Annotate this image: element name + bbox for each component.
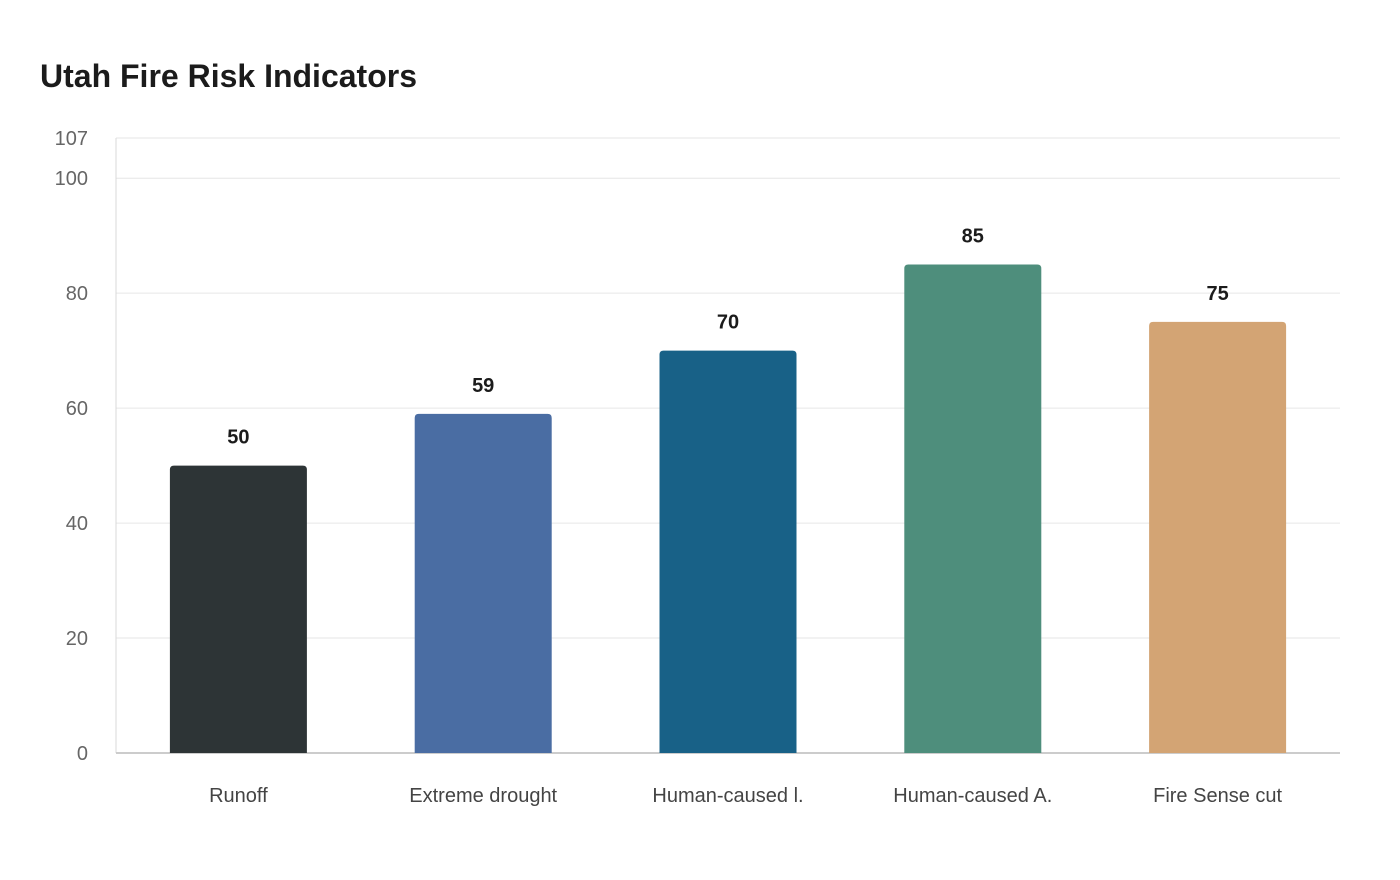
bar-fire-sense-cut (1149, 321, 1287, 753)
bar-value-label: 70 (717, 312, 739, 334)
y-tick-label: 20 (66, 628, 88, 650)
bars (169, 264, 1287, 753)
bar-runoff (169, 465, 307, 753)
x-category-label: Human-caused A. (893, 785, 1052, 807)
x-category-label: Runoff (209, 785, 268, 807)
bar-value-label: 75 (1206, 283, 1228, 305)
chart-title: Utah Fire Risk Indicators (40, 58, 417, 94)
bar-value-label: 50 (227, 427, 249, 449)
y-tick-label: 0 (77, 743, 88, 765)
y-tick-label: 60 (66, 398, 88, 420)
y-tick-label: 100 (55, 168, 88, 190)
y-tick-label: 40 (66, 513, 88, 535)
x-category-label: Fire Sense cut (1153, 785, 1282, 807)
y-tick-label: 107 (55, 128, 88, 150)
bar-extreme-drought (414, 413, 552, 753)
y-tick-label: 80 (66, 283, 88, 305)
bar-value-label: 59 (472, 375, 494, 397)
y-axis-ticks: 0 20 40 60 80 100 107 (55, 128, 88, 765)
bar-value-label: 85 (962, 225, 984, 247)
x-category-label: Extreme drought (409, 785, 557, 807)
value-labels: 50 59 70 85 75 (227, 225, 1228, 448)
bar-human-caused-l (659, 350, 797, 753)
bar-human-caused-a (904, 264, 1042, 753)
x-axis-categories: Runoff Extreme drought Human-caused l. Huma… (209, 785, 1282, 807)
x-category-label: Human-caused l. (652, 785, 803, 807)
